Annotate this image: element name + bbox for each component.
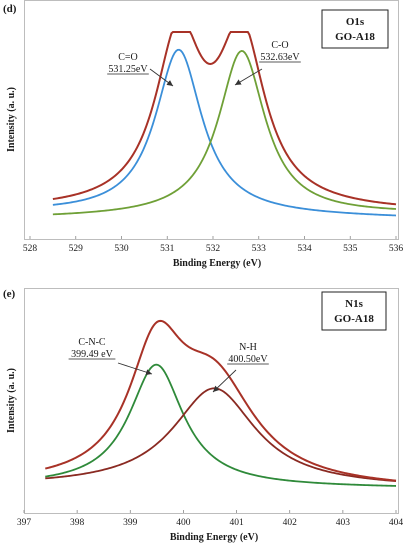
panel-label: (d) xyxy=(3,3,17,15)
x-tick-label: 404 xyxy=(389,518,404,528)
x-tick-label: 534 xyxy=(297,244,312,254)
x-tick-label: 536 xyxy=(389,244,404,254)
legend-box xyxy=(321,9,389,49)
annotation-arrow xyxy=(149,68,174,87)
series-line-n-h xyxy=(45,387,397,483)
plot-frame xyxy=(24,0,399,240)
x-tick-label: 400 xyxy=(176,518,191,528)
panel-d: (d) Intensity (a. u.) 528 529 530 531 532 533 53… xyxy=(3,0,404,269)
x-tick-label: 529 xyxy=(69,244,84,254)
legend-box-spectrum: O1s xyxy=(346,16,365,28)
x-tick-label: 533 xyxy=(252,244,267,254)
x-tick-label: 398 xyxy=(70,518,85,528)
annotation-value: 531.25eV xyxy=(108,64,148,75)
plot-frame xyxy=(24,288,399,514)
annotation-label: C-O xyxy=(271,40,288,51)
annotation-arrow xyxy=(117,362,153,376)
annotation-arrow xyxy=(234,68,263,86)
x-tick-label: 402 xyxy=(283,518,298,528)
annotation-value: 399.49 eV xyxy=(71,349,113,360)
x-tick-label: 397 xyxy=(17,518,32,528)
legend-box-sample: GO-A18 xyxy=(334,313,374,325)
annotation-label: N-H xyxy=(239,342,257,353)
y-axis-title: Intensity (a. u.) xyxy=(6,87,17,152)
legend-box-spectrum: N1s xyxy=(345,298,363,310)
x-axis-title: Binding Energy (eV) xyxy=(170,532,258,543)
annotation-value: 532.63eV xyxy=(260,52,300,63)
panel-label: (e) xyxy=(3,288,16,300)
x-axis-title: Binding Energy (eV) xyxy=(173,258,261,269)
x-tick-label: 399 xyxy=(123,518,138,528)
annotation-value: 400.50eV xyxy=(228,354,268,365)
series-line-c-n-c xyxy=(45,363,397,487)
x-tick-label: 530 xyxy=(114,244,129,254)
x-tick-label: 528 xyxy=(23,244,38,254)
legend-box xyxy=(321,291,387,331)
legend-box-sample: GO-A18 xyxy=(335,31,375,43)
annotation-label: C-N-C xyxy=(78,337,106,348)
x-tick-label: 401 xyxy=(229,518,244,528)
series-line-envelope xyxy=(52,31,397,206)
x-tick-label: 532 xyxy=(206,244,221,254)
panel-e: (e) Intensity (a. u.) 397 398 399 400 401 402 40… xyxy=(3,288,403,543)
x-tick-label: 403 xyxy=(336,518,351,528)
x-tick-label: 531 xyxy=(160,244,175,254)
x-tick-label: 535 xyxy=(343,244,358,254)
annotation-label: C=O xyxy=(118,52,138,63)
series-line-envelope xyxy=(45,319,397,482)
annotation-arrow xyxy=(212,369,237,393)
y-axis-title: Intensity (a. u.) xyxy=(6,368,17,433)
series-line-c-o xyxy=(52,48,397,217)
series-line-c-o xyxy=(52,49,397,216)
